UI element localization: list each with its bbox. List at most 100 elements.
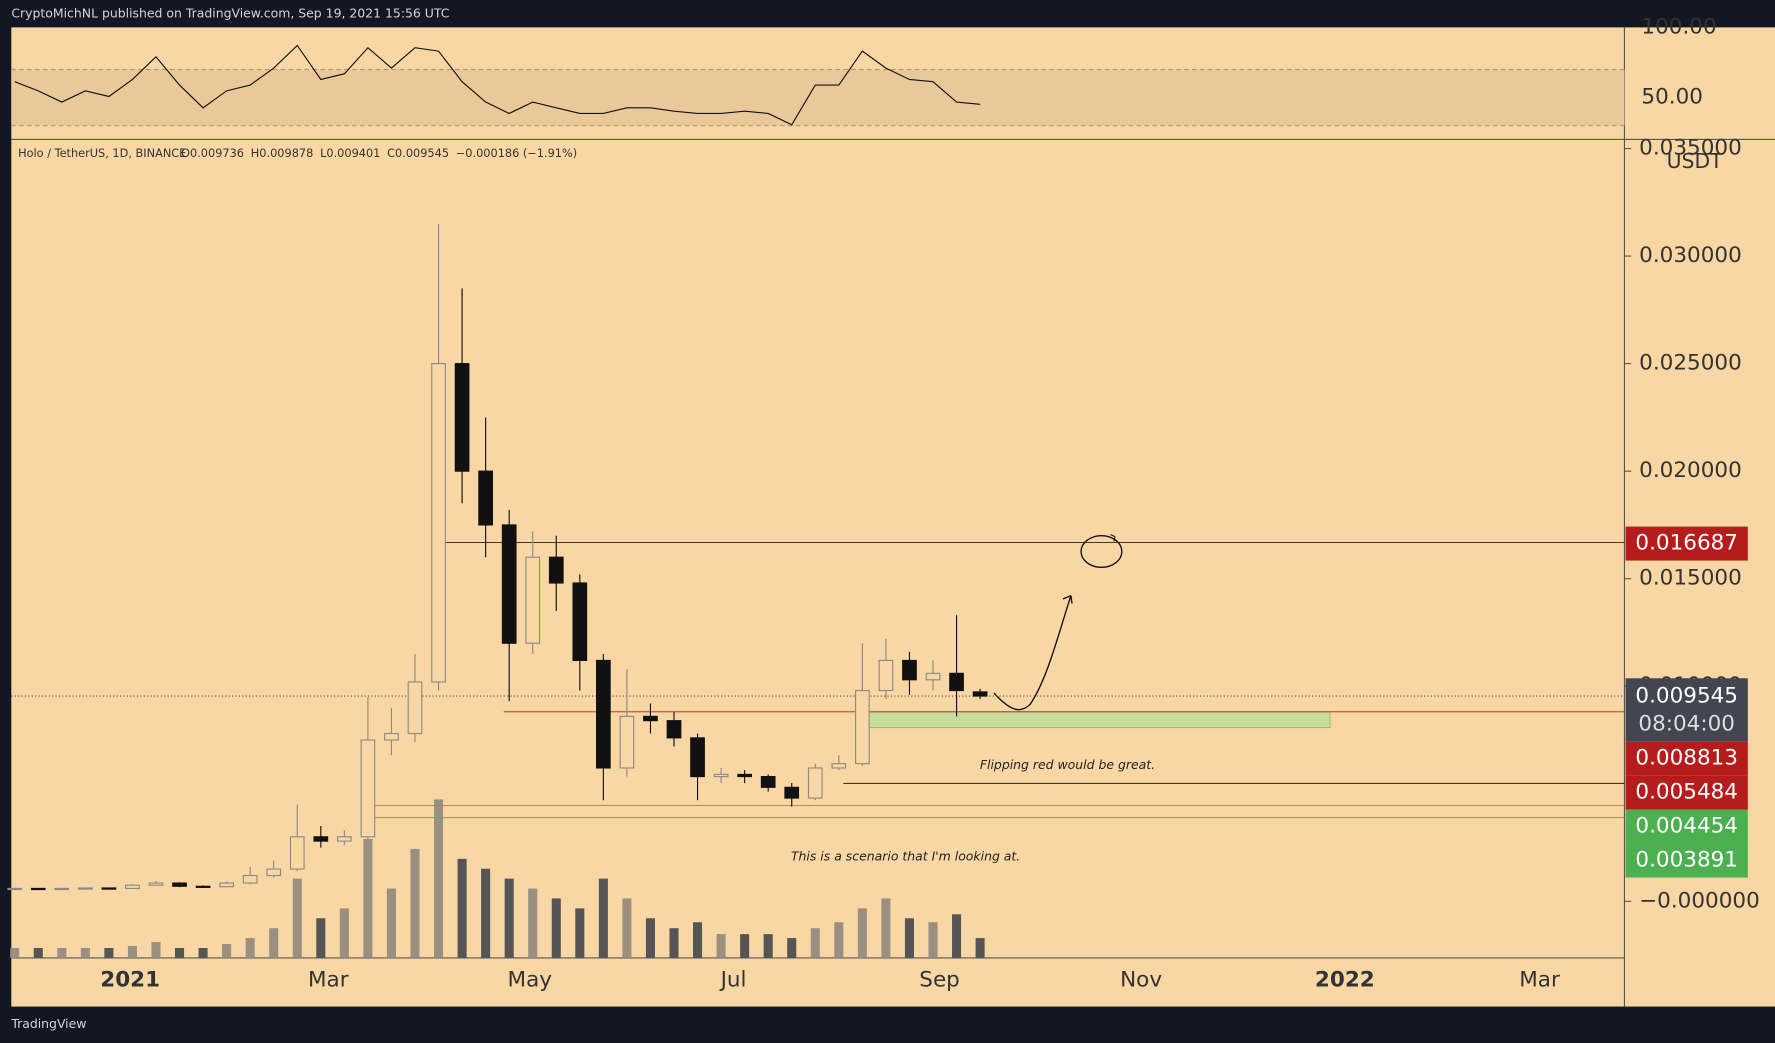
- y-tick-label: 0.035000: [1639, 136, 1742, 161]
- footer-brand: TradingView: [10, 1016, 86, 1031]
- candle-body: [431, 363, 446, 683]
- drawing-circle-tick: [1110, 534, 1116, 542]
- volume-bar: [575, 908, 585, 958]
- price-tag: [1625, 526, 1748, 561]
- last-price-label: 0.009545: [1635, 683, 1738, 708]
- volume-bar: [481, 868, 491, 958]
- x-tick-label: Mar: [1519, 968, 1560, 993]
- volume-bar: [316, 918, 326, 958]
- volume-bar: [787, 938, 797, 958]
- currency: USDT: [1667, 149, 1724, 173]
- candle-body: [666, 720, 682, 739]
- volume-bar: [598, 878, 608, 958]
- price-tag-label: 0.004454: [1635, 814, 1738, 839]
- volume-bar: [80, 947, 90, 958]
- candle-body: [478, 470, 493, 526]
- candle-body: [77, 887, 93, 890]
- price-tag: [1625, 678, 1748, 742]
- candle-body: [289, 836, 305, 870]
- volume-bar: [410, 848, 420, 958]
- candle-body: [972, 691, 988, 697]
- drawing-circle: [1080, 534, 1123, 569]
- volume-bar: [127, 946, 137, 958]
- volume-bar: [928, 922, 938, 958]
- x-tick-label: Nov: [1120, 968, 1162, 993]
- volume-bar: [669, 928, 679, 958]
- rsi-band: [11, 69, 1625, 126]
- candle-body: [548, 556, 564, 584]
- volume-bar: [269, 928, 279, 958]
- annotation: Flipping red would be great.: [980, 757, 1155, 772]
- rsi-line: [14, 44, 981, 126]
- x-tick-label: Sep: [919, 968, 960, 993]
- candle-body: [454, 363, 470, 472]
- candle-body: [242, 874, 258, 884]
- price-tag-label: 0.008813: [1635, 746, 1738, 771]
- candle-body: [195, 885, 211, 888]
- legend-item: L0.009401: [320, 146, 380, 160]
- candle-body: [125, 884, 140, 889]
- candle-body: [690, 737, 705, 778]
- volume-bar: [904, 918, 914, 958]
- price-tag-label: 0.003891: [1635, 848, 1738, 873]
- y-tick-label: 0.030000: [1639, 243, 1742, 268]
- drawing-arrow: [993, 595, 1072, 711]
- volume-bar: [975, 938, 985, 958]
- candle-body: [902, 659, 917, 681]
- y-tick-label: 0.025000: [1639, 351, 1742, 376]
- candle-body: [172, 882, 187, 887]
- time-axis-bg: [11, 957, 1625, 1007]
- volume-bar: [33, 947, 43, 958]
- candle-body: [337, 836, 352, 842]
- y-tick-label: 0.015000: [1639, 566, 1742, 591]
- volume-bar: [952, 914, 962, 958]
- candle-body: [619, 715, 635, 769]
- candle-body: [407, 681, 423, 735]
- volume-bar: [881, 898, 891, 958]
- volume-bar: [222, 944, 232, 958]
- candle-body: [501, 524, 517, 644]
- volume-bar: [386, 888, 396, 958]
- price-tag: [1625, 809, 1748, 844]
- x-tick-label: 2022: [1315, 968, 1375, 993]
- rsi-tick-label: 50.00: [1641, 85, 1703, 110]
- candle-body: [54, 887, 70, 891]
- price-tag: [1625, 843, 1748, 878]
- plot-bg: [11, 27, 1625, 958]
- candle-body: [737, 773, 752, 778]
- candle-body: [855, 689, 870, 765]
- candle-body: [266, 868, 282, 877]
- volume-bar: [175, 947, 185, 958]
- legend-symbol: Holo / TetherUS, 1D, BINANCE: [18, 146, 186, 160]
- publisher: CryptoMichNL published on TradingView.co…: [11, 5, 449, 20]
- volume-bar: [10, 947, 20, 958]
- volume-bar: [104, 947, 114, 958]
- candle-body: [784, 786, 800, 799]
- candle-body: [949, 672, 964, 692]
- candle-body: [525, 556, 541, 644]
- candle-body: [878, 659, 894, 692]
- candle-body: [219, 882, 234, 888]
- volume-bar: [504, 878, 514, 958]
- legend-item: −0.000186 (−1.91%): [456, 146, 577, 160]
- candle-body: [643, 715, 658, 722]
- volume-bar: [198, 947, 208, 958]
- volume-bar: [434, 799, 444, 958]
- x-tick-label: Jul: [719, 968, 747, 993]
- x-tick-label: Mar: [308, 968, 349, 993]
- candle-body: [807, 767, 823, 799]
- volume-bar: [292, 878, 302, 958]
- y-tick-label: −0.000000: [1639, 888, 1760, 913]
- price-tag-label: 0.016687: [1635, 531, 1738, 556]
- price-tag-label: 0.005484: [1635, 780, 1738, 805]
- candle-body: [30, 887, 46, 891]
- legend-item: H0.009878: [251, 146, 313, 160]
- volume-bar: [716, 934, 726, 958]
- drawing-arrow-head: [1062, 595, 1073, 604]
- candle-body: [148, 882, 164, 886]
- legend-item: C0.009545: [387, 146, 449, 160]
- volume-bar: [834, 922, 844, 958]
- volume-bar: [622, 898, 632, 958]
- price-tag: [1625, 775, 1748, 810]
